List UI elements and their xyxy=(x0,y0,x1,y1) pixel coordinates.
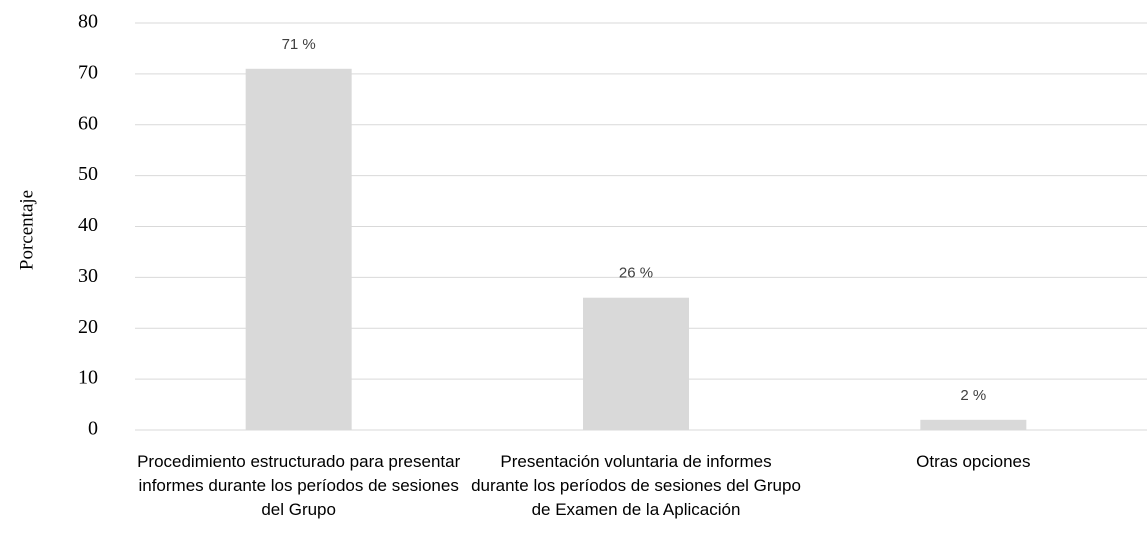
y-tick-label: 70 xyxy=(78,61,98,83)
data-label: 26 % xyxy=(619,265,653,282)
y-tick-label: 0 xyxy=(88,418,98,440)
x-tick-label: Otras opciones xyxy=(916,452,1031,471)
y-tick-label: 80 xyxy=(78,11,98,33)
x-tick-label: Presentación voluntaria de informes dura… xyxy=(471,452,801,519)
y-tick-label: 10 xyxy=(78,367,98,389)
y-tick-label: 30 xyxy=(78,265,98,287)
bar xyxy=(245,68,352,430)
y-tick-label: 20 xyxy=(78,316,98,338)
y-tick-label: 50 xyxy=(78,163,98,185)
bar xyxy=(583,297,689,430)
y-axis-label: Porcentaje xyxy=(16,190,37,270)
y-tick-label: 40 xyxy=(78,214,98,236)
data-label: 71 % xyxy=(282,36,316,53)
y-tick-label: 60 xyxy=(78,112,98,134)
bar xyxy=(920,419,1027,430)
x-tick-label: Procedimiento estructurado para presenta… xyxy=(137,452,461,519)
data-label: 2 % xyxy=(960,387,986,404)
